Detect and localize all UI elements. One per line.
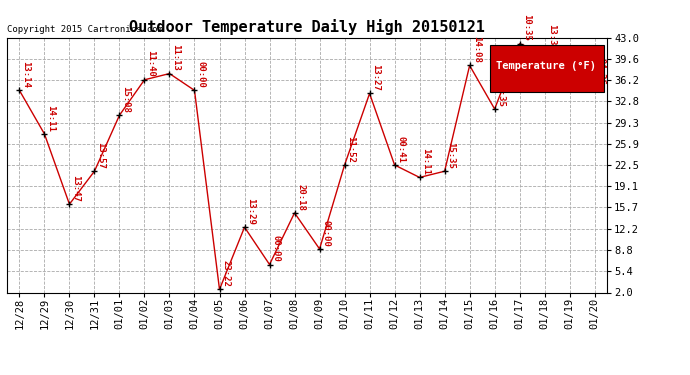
Text: 13:38: 13:38 [546,24,555,51]
Text: 22:35: 22:35 [497,80,506,106]
Text: 00:41: 00:41 [397,136,406,162]
Text: 13:29: 13:29 [246,198,255,225]
Text: 11:40: 11:40 [146,50,155,77]
Title: Outdoor Temperature Daily High 20150121: Outdoor Temperature Daily High 20150121 [129,19,485,35]
Text: 14:11: 14:11 [46,105,55,131]
Text: 11:52: 11:52 [346,136,355,162]
Text: 15:35: 15:35 [446,142,455,169]
Text: Temperature (°F): Temperature (°F) [496,62,596,71]
Text: 13:57: 13:57 [97,142,106,169]
Text: 13:47: 13:47 [72,175,81,202]
Text: 23:22: 23:22 [221,260,230,287]
Text: 04:36: 04:36 [597,58,606,85]
Text: 10:35: 10:35 [522,14,531,41]
Text: 00:00: 00:00 [572,49,581,75]
Text: 00:00: 00:00 [272,235,281,262]
Text: Copyright 2015 Cartronics.com: Copyright 2015 Cartronics.com [7,26,163,34]
Text: 13:14: 13:14 [21,61,30,88]
Text: 15:08: 15:08 [121,86,130,113]
Text: 00:00: 00:00 [322,220,331,246]
Text: 00:00: 00:00 [197,61,206,88]
Text: 13:27: 13:27 [372,64,381,91]
Text: 14:11: 14:11 [422,148,431,175]
Text: 20:18: 20:18 [297,183,306,210]
Text: 14:08: 14:08 [472,36,481,63]
Text: 11:13: 11:13 [172,44,181,71]
